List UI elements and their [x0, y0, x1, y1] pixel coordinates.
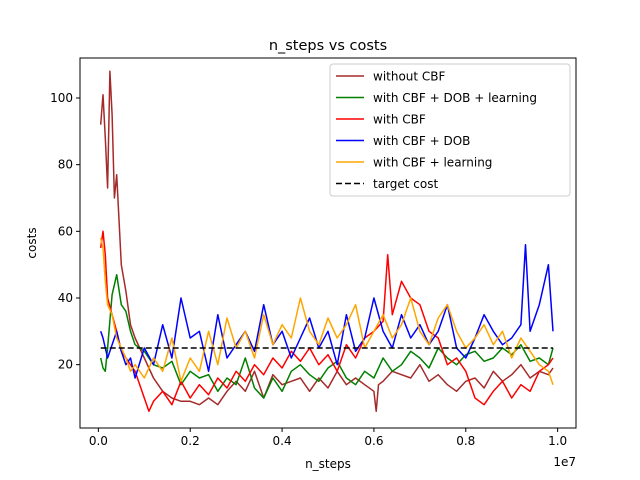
y-axis-label: costs: [25, 227, 39, 258]
series-line-with-cbf-learning: [99, 237, 554, 385]
series-line-with-cbf-dob-learning: [99, 273, 554, 399]
y-tick-label: 60: [58, 224, 73, 238]
legend: without CBF with CBF + DOB + learning with…: [329, 63, 571, 197]
x-tick-label: 0.0: [89, 434, 108, 448]
series-line-without-cbf: [99, 70, 554, 413]
x-axis-ticks: 0.0 0.2 0.4 0.6 0.8 1.0: [89, 428, 567, 448]
legend-label-with-cbf-dob-learning: with CBF + DOB + learning: [373, 91, 537, 105]
x-axis-label: n_steps: [305, 457, 351, 471]
x-axis-offset-text: 1e7: [553, 455, 576, 469]
series-layer: [99, 70, 554, 413]
legend-label-with-cbf-learning: with CBF + learning: [373, 156, 492, 170]
y-tick-label: 40: [58, 291, 73, 305]
x-tick-label: 0.2: [181, 434, 200, 448]
legend-box: [329, 63, 571, 197]
legend-label-with-cbf: with CBF: [373, 113, 426, 127]
x-tick-label: 0.6: [364, 434, 383, 448]
series-line-with-cbf: [99, 230, 554, 413]
chart-title: n_steps vs costs: [269, 38, 387, 54]
y-axis-ticks: 20 40 60 80 100: [50, 91, 80, 372]
y-tick-label: 20: [58, 358, 73, 372]
legend-label-with-cbf-dob: with CBF + DOB: [373, 134, 470, 148]
legend-label-target-cost: target cost: [373, 177, 438, 191]
plot-frame: [79, 57, 577, 429]
y-tick-label: 100: [50, 91, 73, 105]
legend-label-without-cbf: without CBF: [373, 70, 446, 84]
x-tick-label: 0.4: [273, 434, 292, 448]
x-tick-label: 0.8: [456, 434, 475, 448]
y-tick-label: 80: [58, 158, 73, 172]
x-tick-label: 1.0: [548, 434, 567, 448]
